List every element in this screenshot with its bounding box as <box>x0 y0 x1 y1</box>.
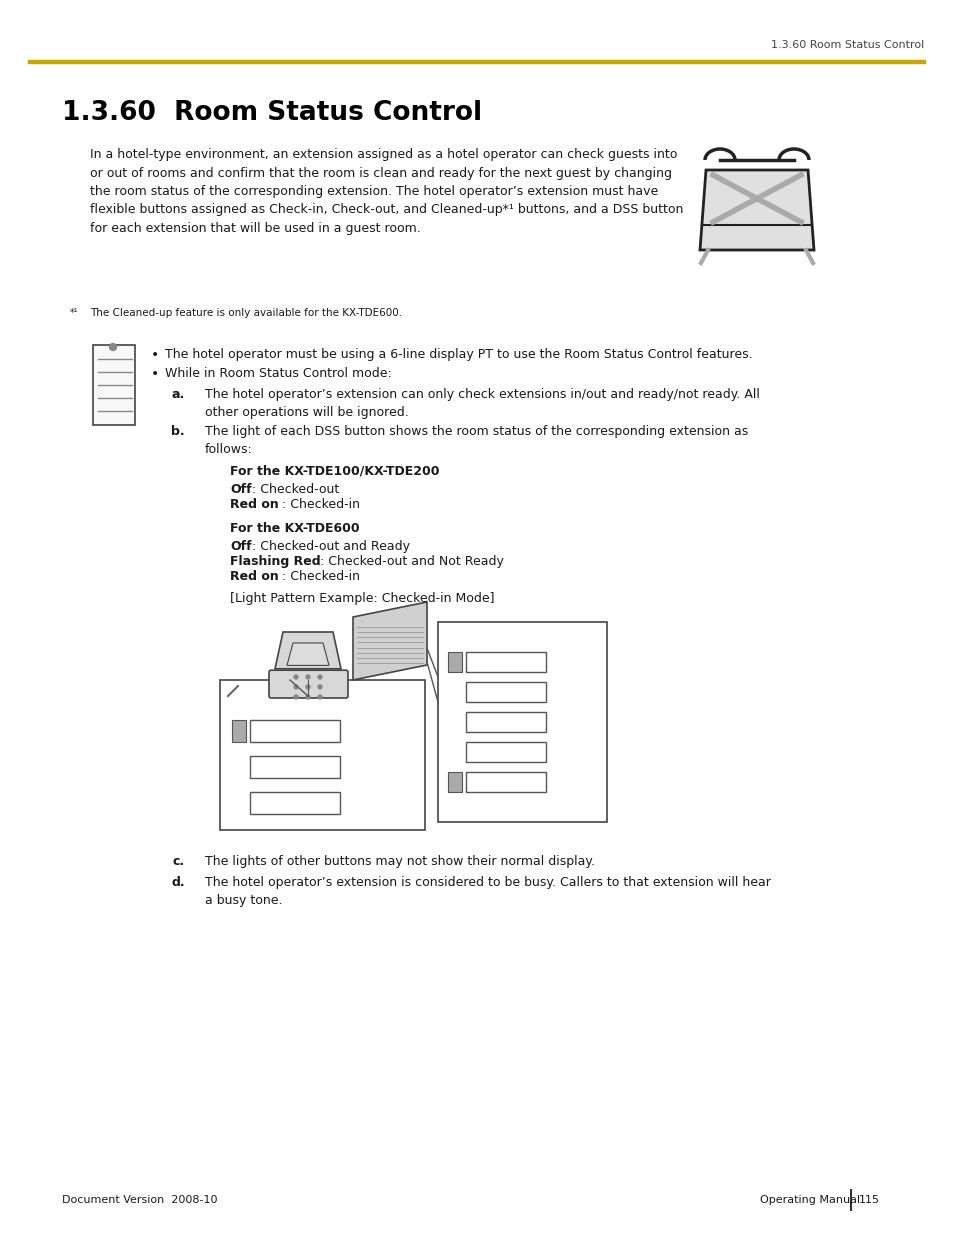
Text: •: • <box>151 348 159 362</box>
Text: 1.3.60 Room Status Control: 1.3.60 Room Status Control <box>770 40 923 49</box>
Text: Off: Off <box>230 483 252 496</box>
Text: 115: 115 <box>858 1195 879 1205</box>
Text: 1.3.60  Room Status Control: 1.3.60 Room Status Control <box>62 100 481 126</box>
Text: b.: b. <box>172 425 185 438</box>
Circle shape <box>306 676 310 679</box>
Bar <box>465 742 545 762</box>
Bar <box>465 713 545 732</box>
Bar <box>220 680 424 830</box>
Text: other operations will be ignored.: other operations will be ignored. <box>205 406 408 419</box>
Circle shape <box>294 695 297 699</box>
Text: c.: c. <box>172 855 185 868</box>
Text: Flashing Red: Flashing Red <box>230 555 320 568</box>
Text: flexible buttons assigned as Check-in, Check-out, and Cleaned-up*¹ buttons, and : flexible buttons assigned as Check-in, C… <box>90 204 682 216</box>
Text: Document Version  2008-10: Document Version 2008-10 <box>62 1195 217 1205</box>
Text: The light of each DSS button shows the room status of the corresponding extensio: The light of each DSS button shows the r… <box>205 425 747 438</box>
Text: The hotel operator’s extension can only check extensions in/out and ready/not re: The hotel operator’s extension can only … <box>205 388 760 401</box>
Bar <box>465 682 545 701</box>
Polygon shape <box>274 632 340 669</box>
Bar <box>92 345 135 425</box>
Circle shape <box>306 695 310 699</box>
Polygon shape <box>700 170 813 249</box>
Bar <box>448 772 461 792</box>
Text: d.: d. <box>172 876 185 889</box>
Text: for each extension that will be used in a guest room.: for each extension that will be used in … <box>90 222 420 235</box>
Text: The lights of other buttons may not show their normal display.: The lights of other buttons may not show… <box>205 855 595 868</box>
Text: Off: Off <box>230 540 252 553</box>
Text: : Checked-out: : Checked-out <box>252 483 339 496</box>
Text: Red on: Red on <box>230 498 278 511</box>
Text: *¹: *¹ <box>70 308 78 317</box>
Text: a busy tone.: a busy tone. <box>205 894 282 906</box>
Circle shape <box>317 695 322 699</box>
Text: The hotel operator’s extension is considered to be busy. Callers to that extensi: The hotel operator’s extension is consid… <box>205 876 770 889</box>
Polygon shape <box>353 601 427 680</box>
Bar <box>437 622 606 823</box>
Circle shape <box>294 685 297 689</box>
Bar <box>465 772 545 792</box>
Text: : Checked-out and Not Ready: : Checked-out and Not Ready <box>319 555 503 568</box>
Text: For the KX-TDE600: For the KX-TDE600 <box>230 522 359 535</box>
Text: •: • <box>151 367 159 382</box>
Text: While in Room Status Control mode:: While in Room Status Control mode: <box>165 367 392 380</box>
Text: Red on: Red on <box>230 571 278 583</box>
Bar <box>448 652 461 672</box>
Text: : Checked-in: : Checked-in <box>282 498 359 511</box>
Bar <box>250 720 339 742</box>
Polygon shape <box>287 643 329 666</box>
Circle shape <box>306 685 310 689</box>
Bar <box>465 652 545 672</box>
Text: follows:: follows: <box>205 443 253 456</box>
Circle shape <box>317 685 322 689</box>
Bar <box>232 720 246 742</box>
Bar <box>250 792 339 814</box>
Text: Operating Manual: Operating Manual <box>760 1195 860 1205</box>
Text: : Checked-out and Ready: : Checked-out and Ready <box>252 540 410 553</box>
Text: : Checked-in: : Checked-in <box>282 571 359 583</box>
Circle shape <box>110 343 116 351</box>
Text: The hotel operator must be using a 6-line display PT to use the Room Status Cont: The hotel operator must be using a 6-lin… <box>165 348 752 361</box>
Text: [Light Pattern Example: Checked-in Mode]: [Light Pattern Example: Checked-in Mode] <box>230 592 494 605</box>
Bar <box>250 756 339 778</box>
Text: or out of rooms and confirm that the room is clean and ready for the next guest : or out of rooms and confirm that the roo… <box>90 167 671 179</box>
Circle shape <box>317 676 322 679</box>
Circle shape <box>294 676 297 679</box>
Text: a.: a. <box>172 388 185 401</box>
Text: For the KX-TDE100/KX-TDE200: For the KX-TDE100/KX-TDE200 <box>230 466 439 478</box>
Text: the room status of the corresponding extension. The hotel operator’s extension m: the room status of the corresponding ext… <box>90 185 658 198</box>
FancyBboxPatch shape <box>269 671 348 698</box>
Text: The Cleaned-up feature is only available for the KX-TDE600.: The Cleaned-up feature is only available… <box>90 308 402 317</box>
Text: In a hotel-type environment, an extension assigned as a hotel operator can check: In a hotel-type environment, an extensio… <box>90 148 677 161</box>
